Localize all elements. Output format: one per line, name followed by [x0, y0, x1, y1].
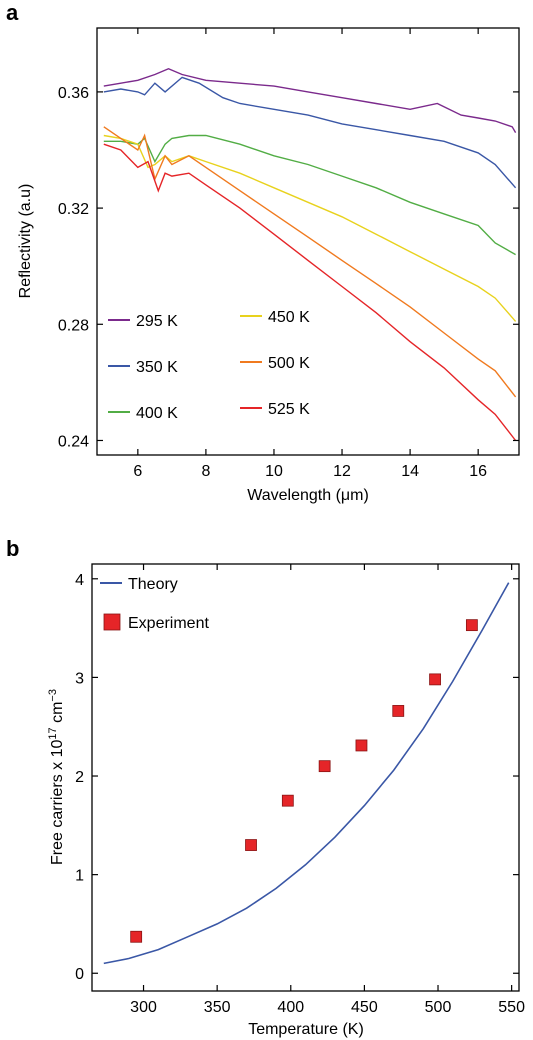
panel-a-y-axis-label: Reflectivity (a.u)	[17, 184, 34, 299]
x-tick-label: 12	[333, 463, 351, 480]
legend-label: 500 K	[268, 355, 310, 372]
series-line-450k	[103, 134, 517, 322]
panel-a-letter: a	[6, 0, 19, 25]
y-tick-label: 2	[75, 769, 84, 786]
x-tick-label: 14	[401, 463, 419, 480]
panel-b-legend: Theory Experiment	[100, 576, 209, 632]
y-tick-label: 4	[75, 572, 84, 589]
panel-a-reflectivity-chart: 6 8 10 12 14 16 0.24 0.28 0.32 0.36 295 K 350 K 40…	[17, 27, 520, 504]
series-line-400k	[103, 134, 516, 256]
experiment-point	[465, 619, 478, 632]
panel-b-y-axis-label: Free carriers x 1017 cm−3	[47, 689, 66, 865]
panel-a-y-ticks: 0.24 0.28 0.32 0.36	[58, 85, 519, 450]
x-tick-label: 10	[265, 463, 283, 480]
legend-swatch-experiment	[103, 613, 121, 631]
panel-b-y-axis-label-unit-exp: −3	[47, 689, 59, 702]
experiment-point	[429, 673, 441, 686]
panel-b-y-ticks: 0 1 2 3 4	[75, 572, 519, 983]
y-tick-label: 0.32	[58, 201, 89, 218]
y-tick-label: 0	[75, 966, 84, 983]
panel-a-legend: 295 K 350 K 400 K 450 K 500 K 525 K	[108, 309, 310, 422]
y-tick-label: 1	[75, 868, 84, 885]
panel-b-y-axis-label-unit: cm	[49, 702, 66, 728]
panel-b-x-axis-label: Temperature (K)	[248, 1021, 364, 1038]
series-line-350k	[103, 76, 517, 189]
series-line-500k	[103, 126, 517, 398]
x-tick-label: 16	[469, 463, 487, 480]
experiment-point	[130, 930, 143, 943]
panel-b-free-carriers-chart: 300 350 400 450 500 550 0 1 2 3 4 Theory Experimen…	[47, 563, 525, 1038]
experiment-point	[355, 739, 368, 752]
legend-label: 350 K	[136, 359, 178, 376]
theory-curve	[103, 582, 510, 965]
panel-b-y-axis-label-exp: 17	[47, 727, 59, 739]
y-tick-label: 0.36	[58, 85, 89, 102]
legend-label: 400 K	[136, 405, 178, 422]
panel-b-frame	[91, 563, 520, 992]
experiment-point	[318, 760, 331, 773]
x-tick-label: 550	[498, 999, 525, 1016]
x-tick-label: 500	[425, 999, 452, 1016]
panel-b-series	[103, 582, 510, 965]
legend-label-experiment: Experiment	[128, 615, 209, 632]
x-tick-label: 450	[351, 999, 378, 1016]
legend-label: 450 K	[268, 309, 310, 326]
legend-label-theory: Theory	[128, 576, 178, 593]
x-tick-label: 400	[277, 999, 304, 1016]
y-tick-label: 0.28	[58, 317, 89, 334]
panel-b-letter: b	[6, 536, 19, 561]
panel-a-x-axis-label: Wavelength (μm)	[247, 487, 369, 504]
series-line-295k	[103, 67, 517, 133]
panel-a-frame	[96, 27, 520, 456]
y-tick-label: 3	[75, 670, 84, 687]
experiment-point	[245, 839, 257, 851]
legend-label: 525 K	[268, 401, 310, 418]
panel-b-x-ticks: 300 350 400 450 500 550	[130, 564, 525, 1016]
panel-a-series	[103, 67, 517, 441]
x-tick-label: 300	[130, 999, 157, 1016]
x-tick-label: 8	[201, 463, 210, 480]
y-tick-label: 0.24	[58, 433, 89, 450]
legend-label: 295 K	[136, 313, 178, 330]
x-tick-label: 6	[133, 463, 142, 480]
series-line-525k	[103, 143, 517, 441]
x-tick-label: 350	[204, 999, 231, 1016]
experiment-point	[392, 705, 405, 717]
panel-a-x-ticks: 6 8 10 12 14 16	[133, 28, 487, 480]
experiment-point	[281, 794, 294, 807]
panel-b-y-axis-label-main: Free carriers x 10	[49, 740, 66, 865]
